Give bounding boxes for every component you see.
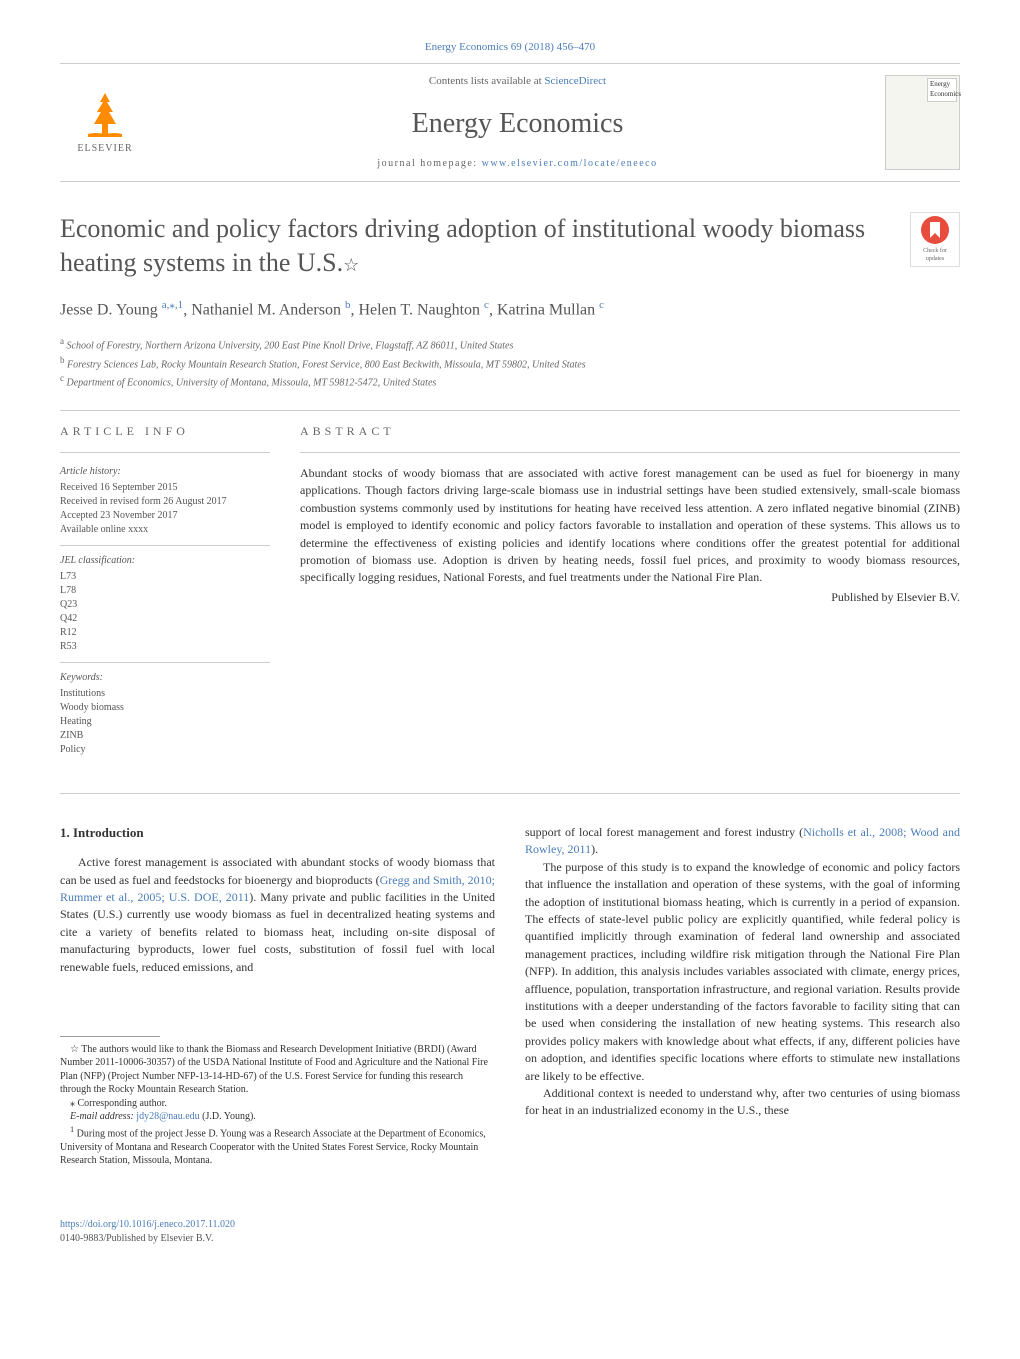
article-info-sidebar: ARTICLE INFO Article history: Received 1…: [60, 423, 270, 773]
check-updates-badge[interactable]: Check for updates: [910, 212, 960, 267]
history-label: Article history:: [60, 465, 270, 479]
jel-label: JEL classification:: [60, 554, 270, 568]
issn-line: 0140-9883/Published by Elsevier B.V.: [60, 1232, 235, 1246]
col2-p0-b: ).: [591, 842, 598, 856]
col2-p0-a: support of local forest management and f…: [525, 825, 803, 839]
jel-code: L73: [60, 570, 270, 584]
sciencedirect-link[interactable]: ScienceDirect: [544, 75, 606, 87]
author-4-sup: c: [599, 299, 604, 311]
cover-title-1: Energy: [930, 80, 954, 90]
footnote-1: 1 During most of the project Jesse D. Yo…: [60, 1124, 495, 1168]
affiliations: a School of Forestry, Northern Arizona U…: [60, 335, 960, 390]
check-text-1: Check for: [923, 247, 947, 255]
journal-homepage: journal homepage: www.elsevier.com/locat…: [150, 157, 885, 171]
jel-code: Q23: [60, 598, 270, 612]
received-date: Received 16 September 2015: [60, 481, 270, 495]
author-1-sup: a,⁎,1: [162, 299, 183, 311]
accepted-date: Accepted 23 November 2017: [60, 509, 270, 523]
intro-paragraph-1: Active forest management is associated w…: [60, 854, 495, 976]
author-2: , Nathaniel M. Anderson: [183, 301, 345, 318]
homepage-link[interactable]: www.elsevier.com/locate/eneeco: [482, 158, 658, 169]
abstract-heading: ABSTRACT: [300, 423, 960, 440]
jel-code: Q42: [60, 612, 270, 626]
email-suffix: (J.D. Young).: [200, 1111, 256, 1122]
affil-a: School of Forestry, Northern Arizona Uni…: [64, 341, 513, 352]
article-info-heading: ARTICLE INFO: [60, 423, 270, 440]
available-date: Available online xxxx: [60, 523, 270, 537]
tree-icon: [80, 90, 130, 140]
jel-code: R53: [60, 640, 270, 654]
body-column-left: 1. Introduction Active forest management…: [60, 824, 495, 1168]
author-4: , Katrina Mullan: [489, 301, 599, 318]
footnote-star: ☆ The authors would like to thank the Bi…: [60, 1043, 495, 1097]
affil-c: Department of Economics, University of M…: [64, 377, 436, 388]
abstract-publisher-line: Published by Elsevier B.V.: [300, 589, 960, 606]
journal-cover-thumbnail: Energy Economics: [885, 75, 960, 170]
page-footer: https://doi.org/10.1016/j.eneco.2017.11.…: [60, 1218, 960, 1246]
keyword: Policy: [60, 743, 270, 757]
abstract-section: ABSTRACT Abundant stocks of woody biomas…: [300, 423, 960, 773]
col2-p1: The purpose of this study is to expand t…: [525, 859, 960, 1085]
footnote-email: E-mail address: jdy28@nau.edu (J.D. Youn…: [60, 1110, 495, 1124]
doi-link[interactable]: https://doi.org/10.1016/j.eneco.2017.11.…: [60, 1218, 235, 1232]
keyword: Institutions: [60, 687, 270, 701]
journal-name: Energy Economics: [150, 104, 885, 143]
journal-header: ELSEVIER Contents lists available at Sci…: [60, 63, 960, 182]
col2-p2: Additional context is needed to understa…: [525, 1085, 960, 1120]
footnote-divider: [60, 1036, 160, 1037]
contents-prefix: Contents lists available at: [429, 75, 544, 87]
email-label: E-mail address:: [70, 1111, 136, 1122]
cover-title-2: Economics: [930, 90, 954, 100]
email-link[interactable]: jdy28@nau.edu: [136, 1111, 199, 1122]
keyword: ZINB: [60, 729, 270, 743]
revised-date: Received in revised form 26 August 2017: [60, 495, 270, 509]
top-citation: Energy Economics 69 (2018) 456–470: [60, 40, 960, 55]
jel-code: R12: [60, 626, 270, 640]
title-text: Economic and policy factors driving adop…: [60, 214, 865, 277]
keywords-label: Keywords:: [60, 671, 270, 685]
footnote-corresponding: ⁎ Corresponding author.: [60, 1097, 495, 1111]
author-1: Jesse D. Young: [60, 301, 162, 318]
body-column-right: support of local forest management and f…: [525, 824, 960, 1168]
note1-text: During most of the project Jesse D. Youn…: [60, 1128, 486, 1166]
author-3: , Helen T. Naughton: [350, 301, 484, 318]
intro-heading: 1. Introduction: [60, 824, 495, 842]
affil-b: Forestry Sciences Lab, Rocky Mountain Re…: [65, 359, 586, 370]
publisher-logo: ELSEVIER: [60, 78, 150, 168]
article-title: Economic and policy factors driving adop…: [60, 212, 890, 280]
publisher-name: ELSEVIER: [77, 142, 132, 156]
jel-code: L78: [60, 584, 270, 598]
authors-line: Jesse D. Young a,⁎,1, Nathaniel M. Ander…: [60, 298, 960, 322]
contents-available: Contents lists available at ScienceDirec…: [150, 74, 885, 89]
keyword: Woody biomass: [60, 701, 270, 715]
check-text-2: updates: [923, 255, 947, 263]
corr-text: Corresponding author.: [75, 1098, 167, 1109]
abstract-text: Abundant stocks of woody biomass that ar…: [300, 465, 960, 587]
homepage-prefix: journal homepage:: [377, 158, 481, 169]
keyword: Heating: [60, 715, 270, 729]
divider: [60, 410, 960, 411]
col2-p0: support of local forest management and f…: [525, 824, 960, 859]
crossmark-icon: [921, 216, 949, 244]
title-footnote-star: ☆: [343, 255, 359, 275]
